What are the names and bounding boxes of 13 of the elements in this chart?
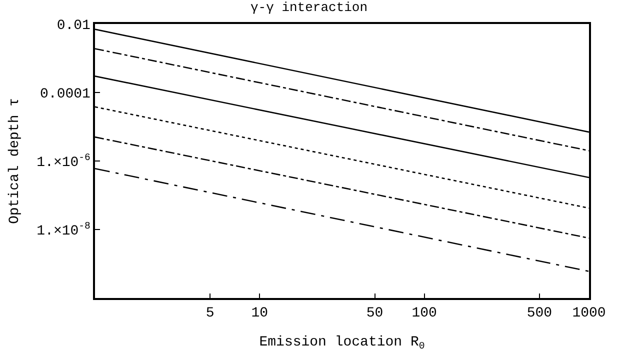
- x-axis-title: Emission location R$_{0}$: [259, 334, 425, 352]
- y-tick-label: 1.×10$^{-8}$: [36, 220, 91, 240]
- x-tick-label: 500: [526, 306, 552, 322]
- chart-title: γ-γ interaction: [250, 0, 368, 15]
- x-tick-label: 100: [412, 306, 437, 322]
- x-tick-label: 1000: [572, 306, 606, 322]
- y-axis-title: Optical depth τ: [6, 98, 23, 224]
- y-tick-label: 0.0001: [40, 86, 90, 102]
- y-tick-label: 0.01: [56, 18, 90, 34]
- y-tick-label: 1.×10$^{-6}$: [36, 152, 91, 171]
- x-tick-label: 10: [251, 306, 268, 322]
- x-tick-label: 50: [366, 306, 384, 322]
- x-tick-label: 5: [206, 306, 214, 322]
